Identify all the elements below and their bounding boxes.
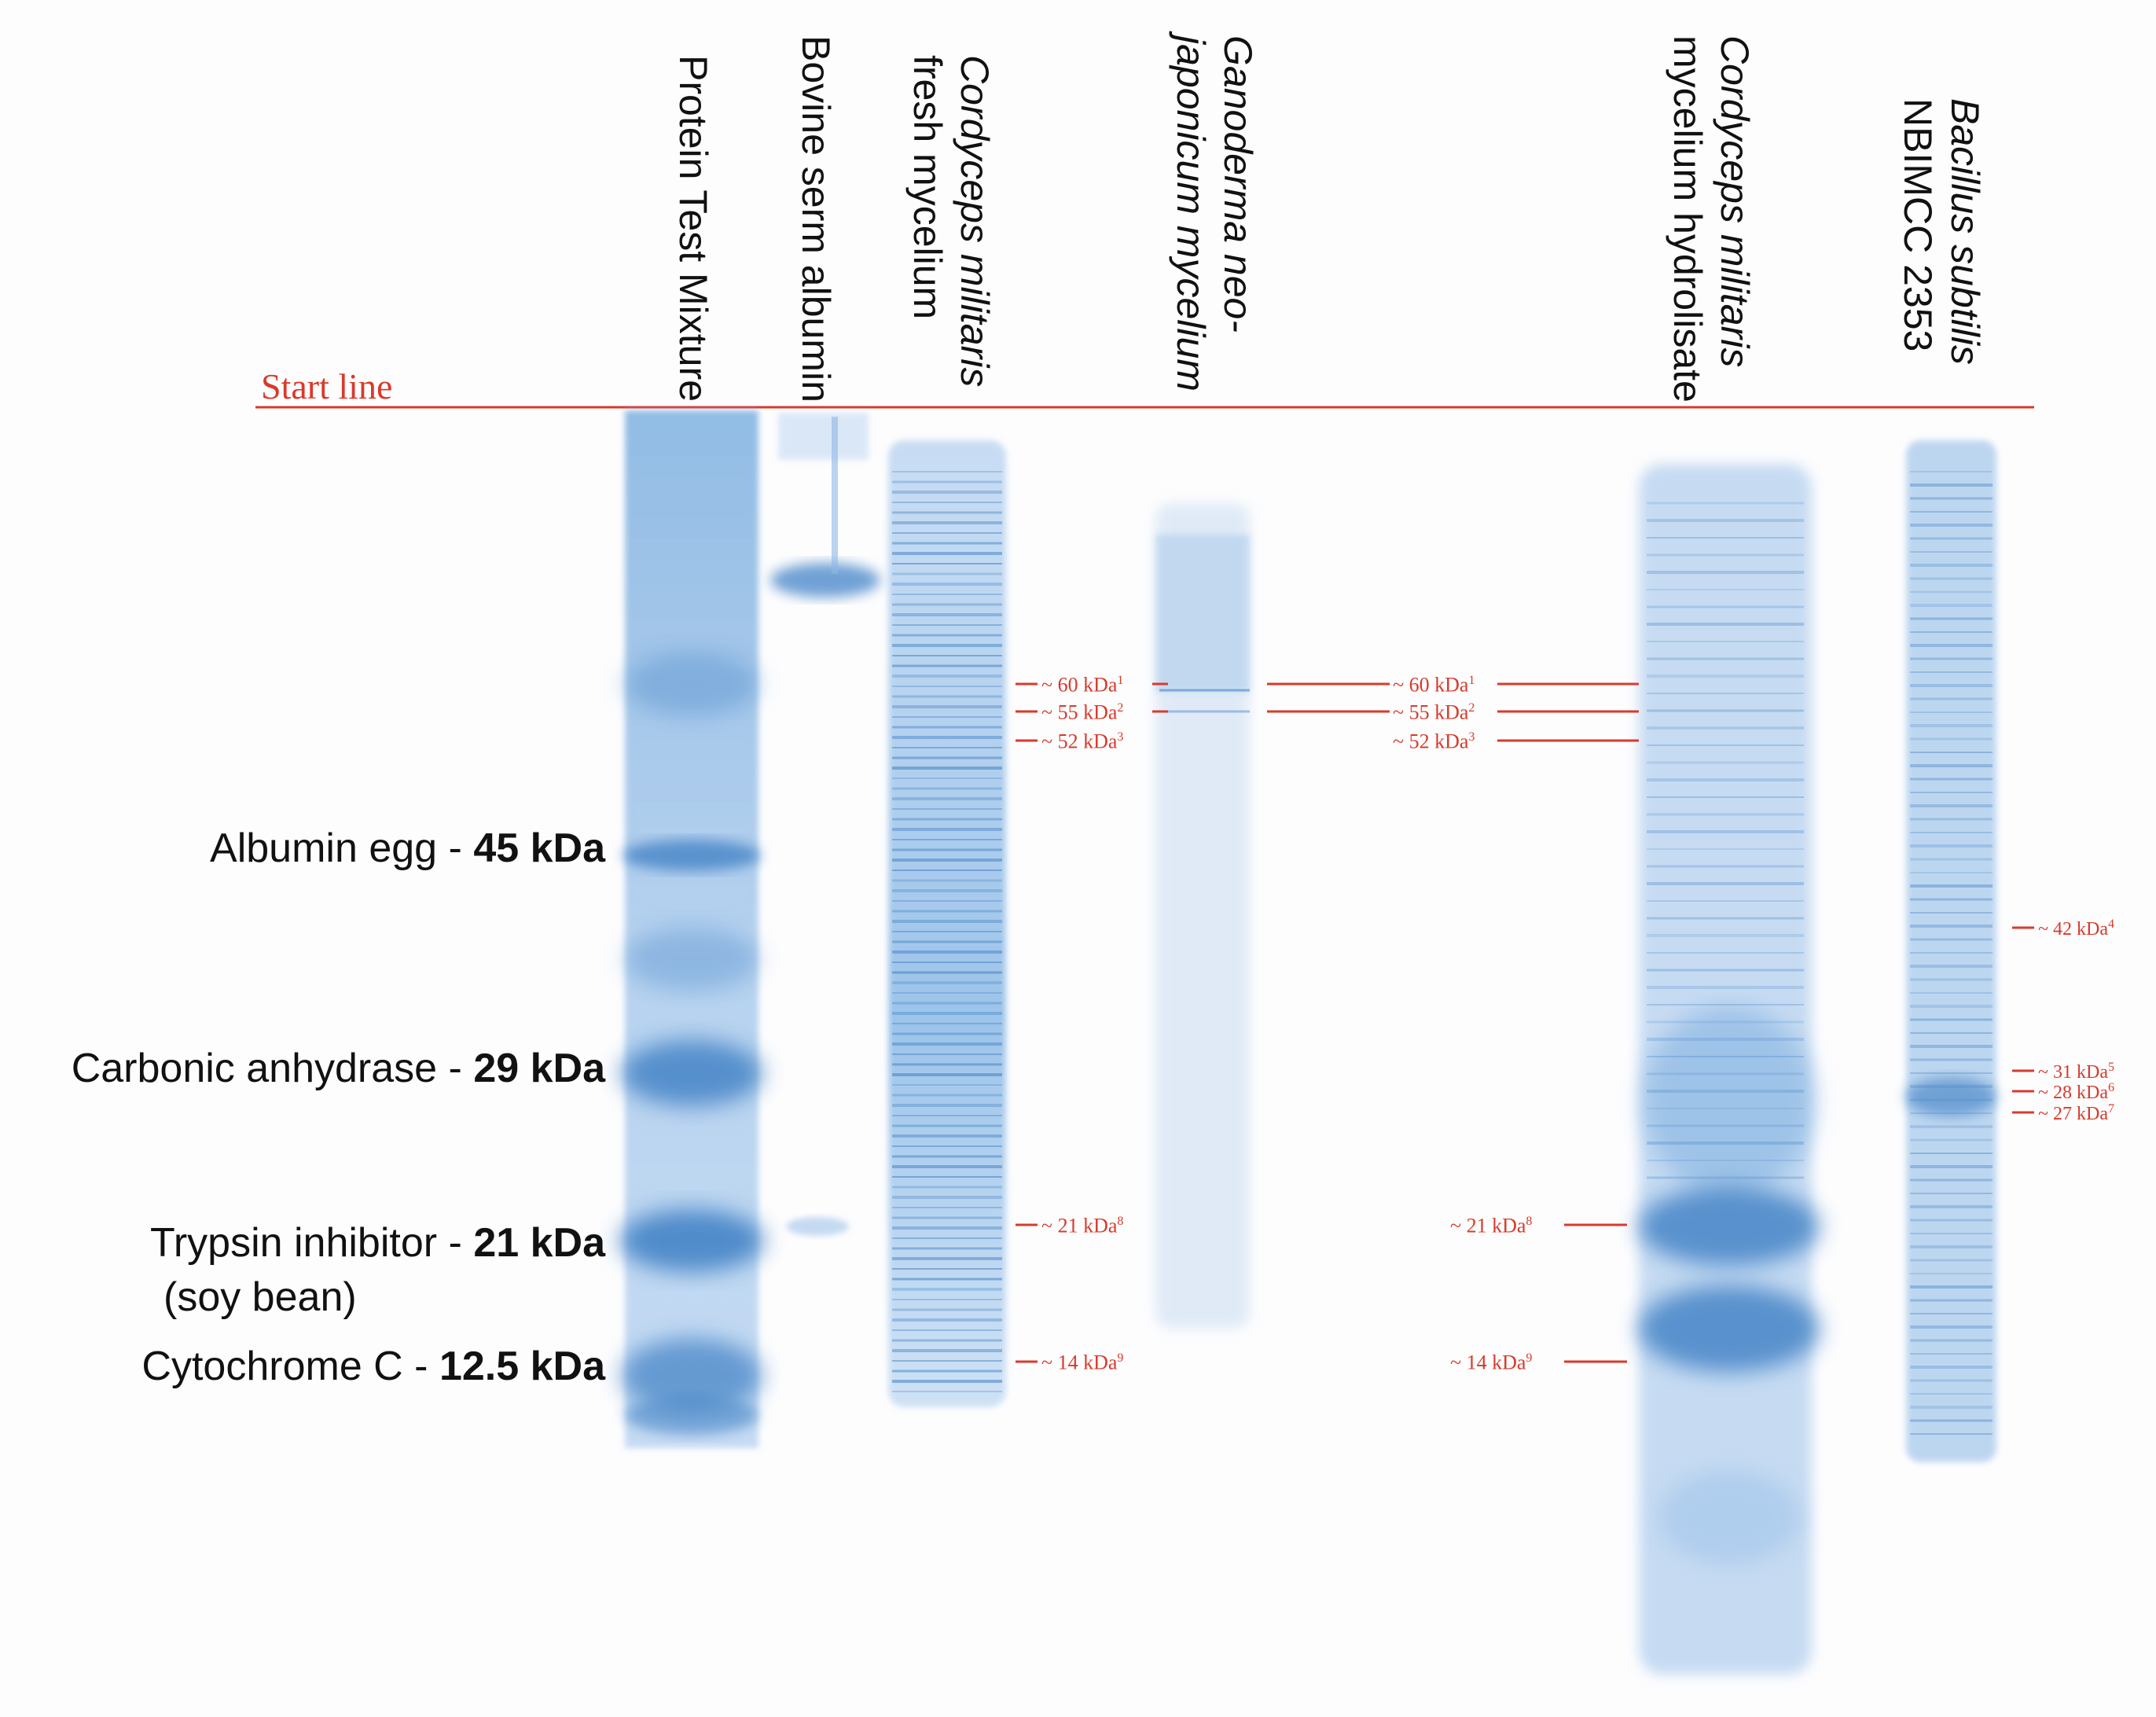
annotation-sup: 3 xyxy=(1117,730,1124,744)
band-hydro-21kda xyxy=(1639,1187,1820,1266)
band-21kda xyxy=(619,1209,764,1272)
annotation-sup: 9 xyxy=(1526,1351,1533,1365)
annotation-text: ~ 52 kDa xyxy=(1393,730,1469,753)
lane-label-line: Cordyceps militaris xyxy=(1713,35,1757,368)
lane-ganoderma xyxy=(1155,503,1250,1329)
annotation-text: ~ 52 kDa xyxy=(1041,730,1118,753)
annotation-hydro-55: ~ 55 kDa2 xyxy=(1393,702,1475,723)
annotation-text: ~ 27 kDa xyxy=(2038,1104,2108,1124)
lane-label-cordyceps-hydrolisate: Cordyceps militaris mycelium hydrolisate xyxy=(1664,35,1758,403)
lane-label-cordyceps-fresh: Cordyceps militaris fresh mycelium xyxy=(904,55,998,387)
annotation-text: ~ 21 kDa xyxy=(1450,1214,1526,1237)
lane-bacillus xyxy=(1905,440,1996,1462)
annotation-fresh-52: ~ 52 kDa3 xyxy=(1041,731,1123,752)
annotation-sup: 7 xyxy=(2107,1102,2114,1116)
lane-label-line: Bacillus subtilis xyxy=(1943,98,1987,366)
marker-name: Albumin egg - xyxy=(210,825,474,871)
marker-size: 12.5 kDa xyxy=(439,1344,605,1389)
annotation-text: ~ 55 kDa xyxy=(1393,700,1469,724)
lane-label-ganoderma: Ganoderma neo- japonicum mycelium xyxy=(1167,35,1262,392)
lane-label-line: Bovine serm albumin xyxy=(794,35,838,403)
band-hydro-14kda xyxy=(1639,1285,1820,1372)
marker-name: Trypsin inhibitor - xyxy=(150,1220,474,1266)
start-line-label: Start line xyxy=(261,366,393,406)
annotation-text: ~ 28 kDa xyxy=(2038,1083,2108,1103)
lane-label-line: fresh mycelium xyxy=(905,55,949,320)
lane-label-bovine-serm-albumin: Bovine serm albumin xyxy=(792,35,839,403)
annotation-fresh-14: ~ 14 kDa9 xyxy=(1041,1352,1123,1373)
annotation-sup: 2 xyxy=(1468,701,1475,715)
annotation-sup: 1 xyxy=(1117,674,1124,687)
annotation-sup: 2 xyxy=(1117,701,1124,715)
annotation-bac-27: ~ 27 kDa7 xyxy=(2038,1102,2114,1124)
marker-carbonic-anhydrase: Carbonic anhydrase - 29 kDa xyxy=(72,1044,605,1093)
lane-label-line: Cordyceps militaris xyxy=(953,55,997,388)
annotation-sup: 8 xyxy=(1117,1215,1124,1228)
band-29kda xyxy=(621,1040,762,1106)
lane-label-bacillus: Bacillus subtilis NBIMCC 2353 xyxy=(1894,98,1989,365)
marker-albumin-egg: Albumin egg - 45 kDa xyxy=(210,824,605,873)
annotation-fresh-21: ~ 21 kDa8 xyxy=(1041,1215,1123,1237)
annotation-sup: 1 xyxy=(1468,674,1475,687)
band-12-5kda xyxy=(621,1338,762,1414)
annotation-text: ~ 21 kDa xyxy=(1041,1214,1118,1237)
marker-trypsin-extra: (soy bean) xyxy=(163,1274,357,1320)
annotation-lines xyxy=(1016,682,2034,1363)
annotation-hydro-14: ~ 14 kDa9 xyxy=(1450,1352,1532,1373)
annotation-sup: 8 xyxy=(1526,1215,1533,1228)
annotation-text: ~ 31 kDa xyxy=(2038,1062,2108,1083)
annotation-fresh-55: ~ 55 kDa2 xyxy=(1041,702,1123,723)
lane-protein-test-mixture xyxy=(619,410,764,1448)
marker-name: Cytochrome C - xyxy=(141,1344,439,1389)
annotation-text: ~ 14 kDa xyxy=(1041,1351,1118,1374)
lane-bovine-serm-albumin xyxy=(770,413,880,1236)
marker-name: Carbonic anhydrase - xyxy=(71,1046,474,1091)
marker-size: 29 kDa xyxy=(473,1046,605,1091)
lane-label-line: japonicum mycelium xyxy=(1169,35,1213,392)
annotation-bac-28: ~ 28 kDa6 xyxy=(2038,1081,2114,1103)
marker-trypsin-inhibitor: Trypsin inhibitor - 21 kDa xyxy=(150,1219,605,1267)
band-45kda xyxy=(623,840,761,871)
lane-cordyceps-fresh xyxy=(888,440,1006,1407)
lane-cordyceps-hydrolisate xyxy=(1639,464,1820,1675)
annotation-sup: 9 xyxy=(1117,1351,1124,1365)
lane-label-line: mycelium hydrolisate xyxy=(1666,35,1710,403)
marker-size: 45 kDa xyxy=(473,825,605,871)
annotation-bac-31: ~ 31 kDa5 xyxy=(2038,1061,2114,1083)
annotation-fresh-60: ~ 60 kDa1 xyxy=(1041,675,1123,696)
annotation-hydro-60: ~ 60 kDa1 xyxy=(1393,675,1475,696)
marker-size: 21 kDa xyxy=(473,1220,605,1266)
annotation-text: ~ 14 kDa xyxy=(1450,1351,1526,1374)
annotation-sup: 3 xyxy=(1468,730,1475,744)
lane-label-protein-test-mixture: Protein Test Mixture xyxy=(670,55,717,402)
annotation-sup: 4 xyxy=(2107,917,2114,931)
annotation-sup: 6 xyxy=(2107,1081,2114,1094)
annotation-bac-42: ~ 42 kDa4 xyxy=(2038,918,2114,939)
lane-label-line: Ganoderma neo- xyxy=(1216,35,1260,333)
annotation-sup: 5 xyxy=(2107,1061,2114,1074)
lane-label-line: Protein Test Mixture xyxy=(671,55,715,402)
annotation-text: ~ 55 kDa xyxy=(1041,700,1118,724)
lane-label-line: NBIMCC 2353 xyxy=(1896,98,1940,352)
annotation-text: ~ 60 kDa xyxy=(1393,673,1469,697)
annotation-text: ~ 60 kDa xyxy=(1041,673,1118,697)
annotation-hydro-52: ~ 52 kDa3 xyxy=(1393,731,1475,752)
marker-cytochrome-c: Cytochrome C - 12.5 kDa xyxy=(141,1342,605,1391)
annotation-hydro-21: ~ 21 kDa8 xyxy=(1450,1215,1532,1237)
annotation-text: ~ 42 kDa xyxy=(2038,919,2108,939)
